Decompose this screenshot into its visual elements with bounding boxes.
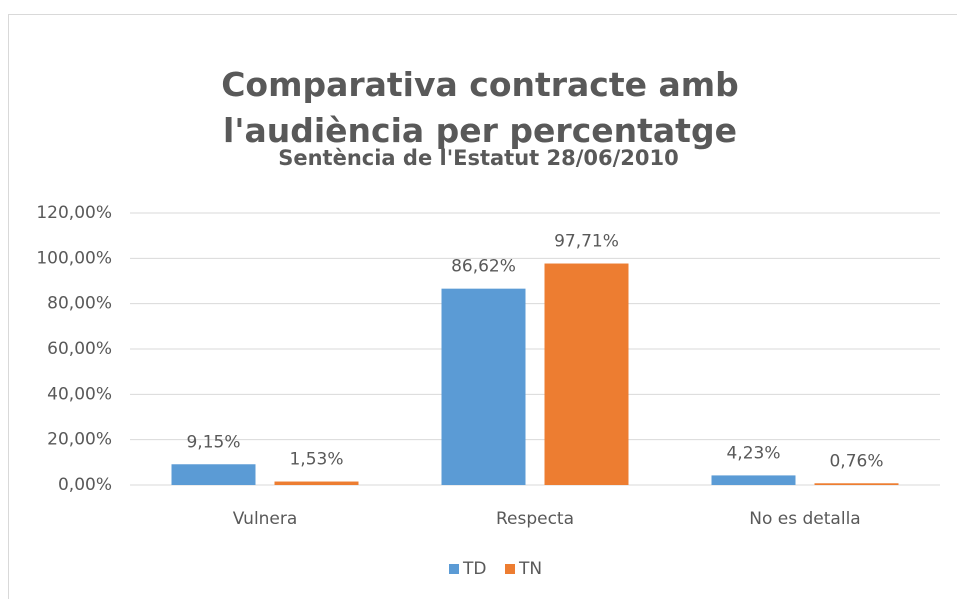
y-tick-label: 40,00% xyxy=(47,384,112,404)
x-tick-label: Respecta xyxy=(496,509,574,529)
chart-subtitle: Sentència de l'Estatut 28/06/2010 xyxy=(278,146,679,170)
legend-label: TN xyxy=(518,559,542,579)
data-label: 9,15% xyxy=(186,432,240,452)
bar xyxy=(544,263,629,485)
bar xyxy=(814,483,899,485)
data-label: 97,71% xyxy=(554,232,619,252)
x-tick-label: Vulnera xyxy=(233,509,298,529)
bar xyxy=(711,475,796,485)
data-label: 86,62% xyxy=(451,257,516,277)
y-tick-label: 80,00% xyxy=(47,294,112,314)
legend-swatch xyxy=(505,564,515,574)
bar xyxy=(441,288,526,485)
bar xyxy=(274,481,359,485)
y-tick-label: 120,00% xyxy=(36,203,112,223)
data-label: 0,76% xyxy=(829,451,883,471)
bar xyxy=(171,464,256,485)
y-tick-label: 0,00% xyxy=(58,475,112,495)
y-tick-label: 100,00% xyxy=(36,248,112,268)
y-tick-label: 60,00% xyxy=(47,339,112,359)
x-tick-label: No es detalla xyxy=(749,509,860,529)
data-label: 1,53% xyxy=(289,450,343,470)
chart-title: Comparativa contracte amb l'audiència pe… xyxy=(221,65,739,150)
legend-swatch xyxy=(449,564,459,574)
legend-label: TD xyxy=(462,559,486,579)
y-tick-label: 20,00% xyxy=(47,430,112,450)
data-label: 4,23% xyxy=(726,443,780,463)
chart-frame xyxy=(8,14,957,599)
